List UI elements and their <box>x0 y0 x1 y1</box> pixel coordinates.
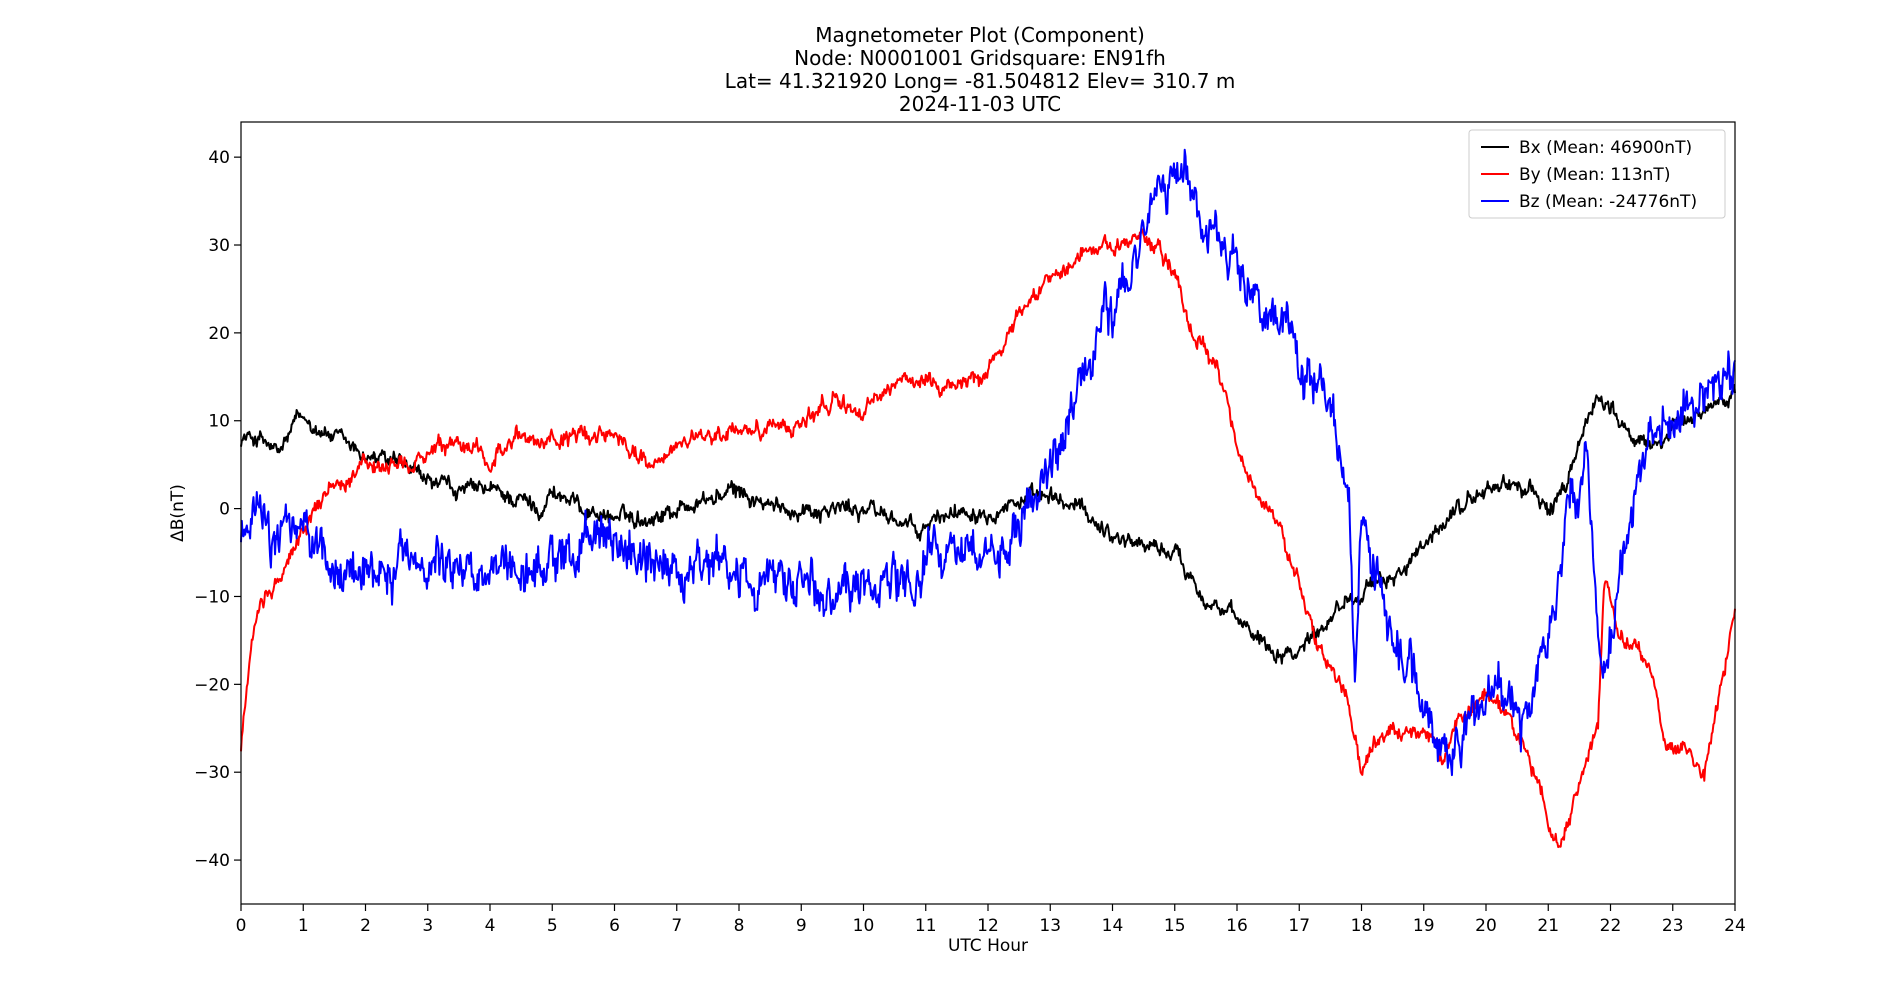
title-line-3: Lat= 41.321920 Long= -81.504812 Elev= 31… <box>725 69 1236 93</box>
x-axis-label: UTC Hour <box>948 936 1028 956</box>
series-line-bz <box>240 148 1736 777</box>
x-tick-label: 8 <box>734 916 745 936</box>
y-tick-label: 30 <box>208 236 230 256</box>
x-tick-label: 6 <box>609 916 620 936</box>
x-tick-label: 3 <box>422 916 433 936</box>
y-tick-label: 40 <box>208 148 230 168</box>
y-tick-label: −20 <box>194 675 230 695</box>
x-tick-label: 11 <box>915 916 937 936</box>
title-line-1: Magnetometer Plot (Component) <box>815 23 1145 47</box>
x-tick-label: 10 <box>853 916 875 936</box>
legend: Bx (Mean: 46900nT) By (Mean: 113nT) Bz (Me… <box>1468 129 1726 219</box>
y-tick-label: 10 <box>208 412 230 432</box>
series-line-by <box>240 227 1736 849</box>
x-tick-label: 20 <box>1475 916 1497 936</box>
y-tick-label: −30 <box>194 763 230 783</box>
x-tick-label: 1 <box>298 916 309 936</box>
x-axis-ticks: 0 1 2 3 4 5 6 7 8 9 10 11 12 13 14 15 16 17 18 19 20 21 22 23 24 <box>236 904 1746 936</box>
x-tick-label: 7 <box>671 916 682 936</box>
x-tick-label: 21 <box>1537 916 1559 936</box>
x-tick-label: 19 <box>1413 916 1435 936</box>
x-tick-label: 24 <box>1724 916 1746 936</box>
x-tick-label: 9 <box>796 916 807 936</box>
y-tick-label: −40 <box>194 851 230 871</box>
x-tick-label: 4 <box>485 916 496 936</box>
title-line-2: Node: N0001001 Gridsquare: EN91fh <box>794 46 1166 70</box>
plot-area-frame <box>240 121 1736 905</box>
legend-entry: Bz (Mean: -24776nT) <box>1519 192 1697 212</box>
chart-title: Magnetometer Plot (Component) Node: N000… <box>725 23 1236 116</box>
x-tick-label: 2 <box>360 916 371 936</box>
legend-box <box>1468 129 1726 219</box>
y-axis-ticks: 40 30 20 10 0 −10 −20 −30 −40 <box>194 148 241 871</box>
x-tick-label: 23 <box>1662 916 1684 936</box>
legend-entry: Bx (Mean: 46900nT) <box>1519 138 1692 158</box>
title-line-4: 2024-11-03 UTC <box>899 92 1061 116</box>
x-tick-label: 15 <box>1164 916 1186 936</box>
series-lines <box>240 148 1736 849</box>
x-tick-label: 14 <box>1102 916 1124 936</box>
legend-entry: By (Mean: 113nT) <box>1519 165 1670 185</box>
y-tick-label: 20 <box>208 324 230 344</box>
x-tick-label: 18 <box>1351 916 1373 936</box>
y-tick-label: 0 <box>219 500 230 520</box>
x-tick-label: 12 <box>977 916 999 936</box>
x-tick-label: 5 <box>547 916 558 936</box>
series-line-bx <box>240 384 1736 665</box>
x-tick-label: 17 <box>1288 916 1310 936</box>
x-tick-label: 22 <box>1600 916 1622 936</box>
y-axis-label: ΔB(nT) <box>168 484 188 542</box>
x-tick-label: 13 <box>1039 916 1061 936</box>
y-tick-label: −10 <box>194 587 230 607</box>
x-tick-label: 0 <box>236 916 247 936</box>
x-tick-label: 16 <box>1226 916 1248 936</box>
